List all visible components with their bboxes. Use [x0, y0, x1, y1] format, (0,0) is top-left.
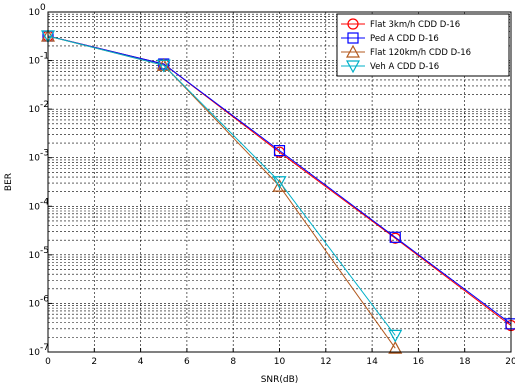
data-point	[389, 231, 401, 243]
y-tick-exponent: -1	[40, 52, 49, 62]
x-tick-label: 14	[366, 357, 378, 367]
y-tick-exponent: -3	[40, 149, 49, 159]
data-point	[388, 329, 403, 343]
series-line	[47, 35, 396, 336]
y-tick-exponent: -4	[40, 197, 49, 207]
y-tick-label: 10	[29, 202, 41, 212]
y-tick-exponent: -2	[40, 100, 49, 110]
legend-label: Ped A CDD D-16	[370, 34, 439, 44]
data-point	[272, 176, 287, 190]
series-3	[40, 30, 403, 343]
legend: Flat 3km/h CDD D-16 Ped A CDD D-16 Flat 12…	[336, 13, 510, 77]
legend-entry: Flat 120km/h CDD D-16	[341, 44, 471, 58]
legend-marker	[347, 18, 359, 30]
legend-marker	[347, 32, 359, 44]
legend-entry: Ped A CDD D-16	[341, 32, 439, 44]
y-tick-exponent: -7	[40, 343, 49, 353]
legend-box	[336, 13, 510, 77]
x-tick-label: 2	[91, 357, 97, 367]
legend-label: Flat 3km/h CDD D-16	[370, 20, 460, 30]
y-tick-label: 10	[29, 57, 41, 67]
series-line	[47, 35, 512, 325]
y-tick-exponent: -5	[40, 246, 49, 256]
x-tick-label: 12	[320, 357, 331, 367]
y-tick-label: 10	[29, 105, 41, 115]
x-tick-label: 8	[230, 357, 236, 367]
legend-entry: Veh A CDD D-16	[341, 60, 439, 74]
legend-entry: Flat 3km/h CDD D-16	[341, 18, 460, 30]
y-tick-exponent: -6	[40, 294, 49, 304]
x-tick-label: 16	[413, 357, 425, 367]
y-tick-label: 10	[29, 299, 41, 309]
y-tick-label: 10	[29, 154, 41, 164]
data-point	[388, 340, 403, 354]
x-tick-label: 0	[45, 357, 51, 367]
x-tick-label: 10	[274, 357, 286, 367]
x-tick-label: 4	[138, 357, 144, 367]
y-tick-label: 10	[29, 8, 41, 18]
data-point	[156, 59, 171, 73]
y-tick-label: 10	[29, 251, 41, 261]
legend-label: Flat 120km/h CDD D-16	[370, 48, 471, 58]
y-tick-exponent: 0	[40, 3, 46, 13]
x-tick-labels: 0 2 4 6 8 10 12 14 16 18 20	[45, 348, 515, 367]
x-tick-label: 20	[505, 357, 515, 367]
legend-marker	[345, 44, 361, 58]
data-point	[273, 145, 286, 157]
y-tick-label: 10	[29, 348, 41, 358]
y-axis-label: BER	[4, 173, 14, 191]
legend-label: Veh A CDD D-16	[370, 62, 439, 72]
x-tick-label: 6	[184, 357, 190, 367]
x-axis-label: SNR(dB)	[261, 375, 299, 385]
legend-marker	[345, 60, 361, 74]
x-tick-label: 18	[459, 357, 471, 367]
series-layer	[40, 28, 515, 354]
